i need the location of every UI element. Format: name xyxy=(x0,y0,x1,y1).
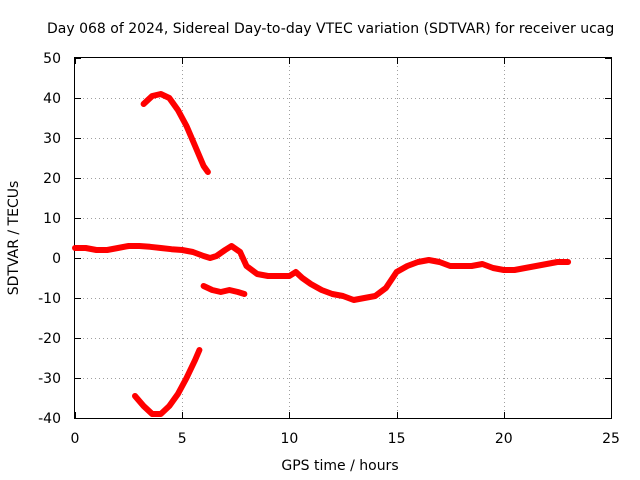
x-axis-label: GPS time / hours xyxy=(281,458,398,474)
grid-lines xyxy=(75,58,611,418)
y-tick-label: -30 xyxy=(38,371,61,387)
y-axis-label: SDTVAR / TECUs xyxy=(6,181,22,296)
x-tick-label: 25 xyxy=(602,431,620,447)
y-tick-label: 20 xyxy=(43,171,61,187)
x-tick-label: 10 xyxy=(280,431,298,447)
y-tick-label: 40 xyxy=(43,91,61,107)
series-lower-arc xyxy=(132,347,203,417)
series-upper-arc xyxy=(140,91,211,175)
x-tick-label: 0 xyxy=(71,431,80,447)
y-tick-label: -10 xyxy=(38,291,61,307)
y-tick-labels: -40 -30 -20 -10 0 10 20 30 40 50 xyxy=(38,51,61,427)
data-series xyxy=(72,91,572,417)
plot-frame xyxy=(74,57,612,419)
x-tick-label: 5 xyxy=(178,431,187,447)
series-mid-segment xyxy=(200,283,248,297)
y-tick-label: 30 xyxy=(43,131,61,147)
y-tick-label: -20 xyxy=(38,331,61,347)
y-tick-label: 50 xyxy=(43,51,61,67)
x-tick-labels: 0 5 10 15 20 25 xyxy=(71,431,620,447)
y-tick-label: -40 xyxy=(38,411,61,427)
x-tick-label: 20 xyxy=(495,431,513,447)
y-tick-label: 0 xyxy=(52,251,61,267)
series-main-trace xyxy=(72,243,572,303)
x-tick-label: 15 xyxy=(388,431,406,447)
chart-title: Day 068 of 2024, Sidereal Day-to-day VTE… xyxy=(47,21,614,37)
axis-ticks xyxy=(75,58,612,419)
y-tick-label: 10 xyxy=(43,211,61,227)
